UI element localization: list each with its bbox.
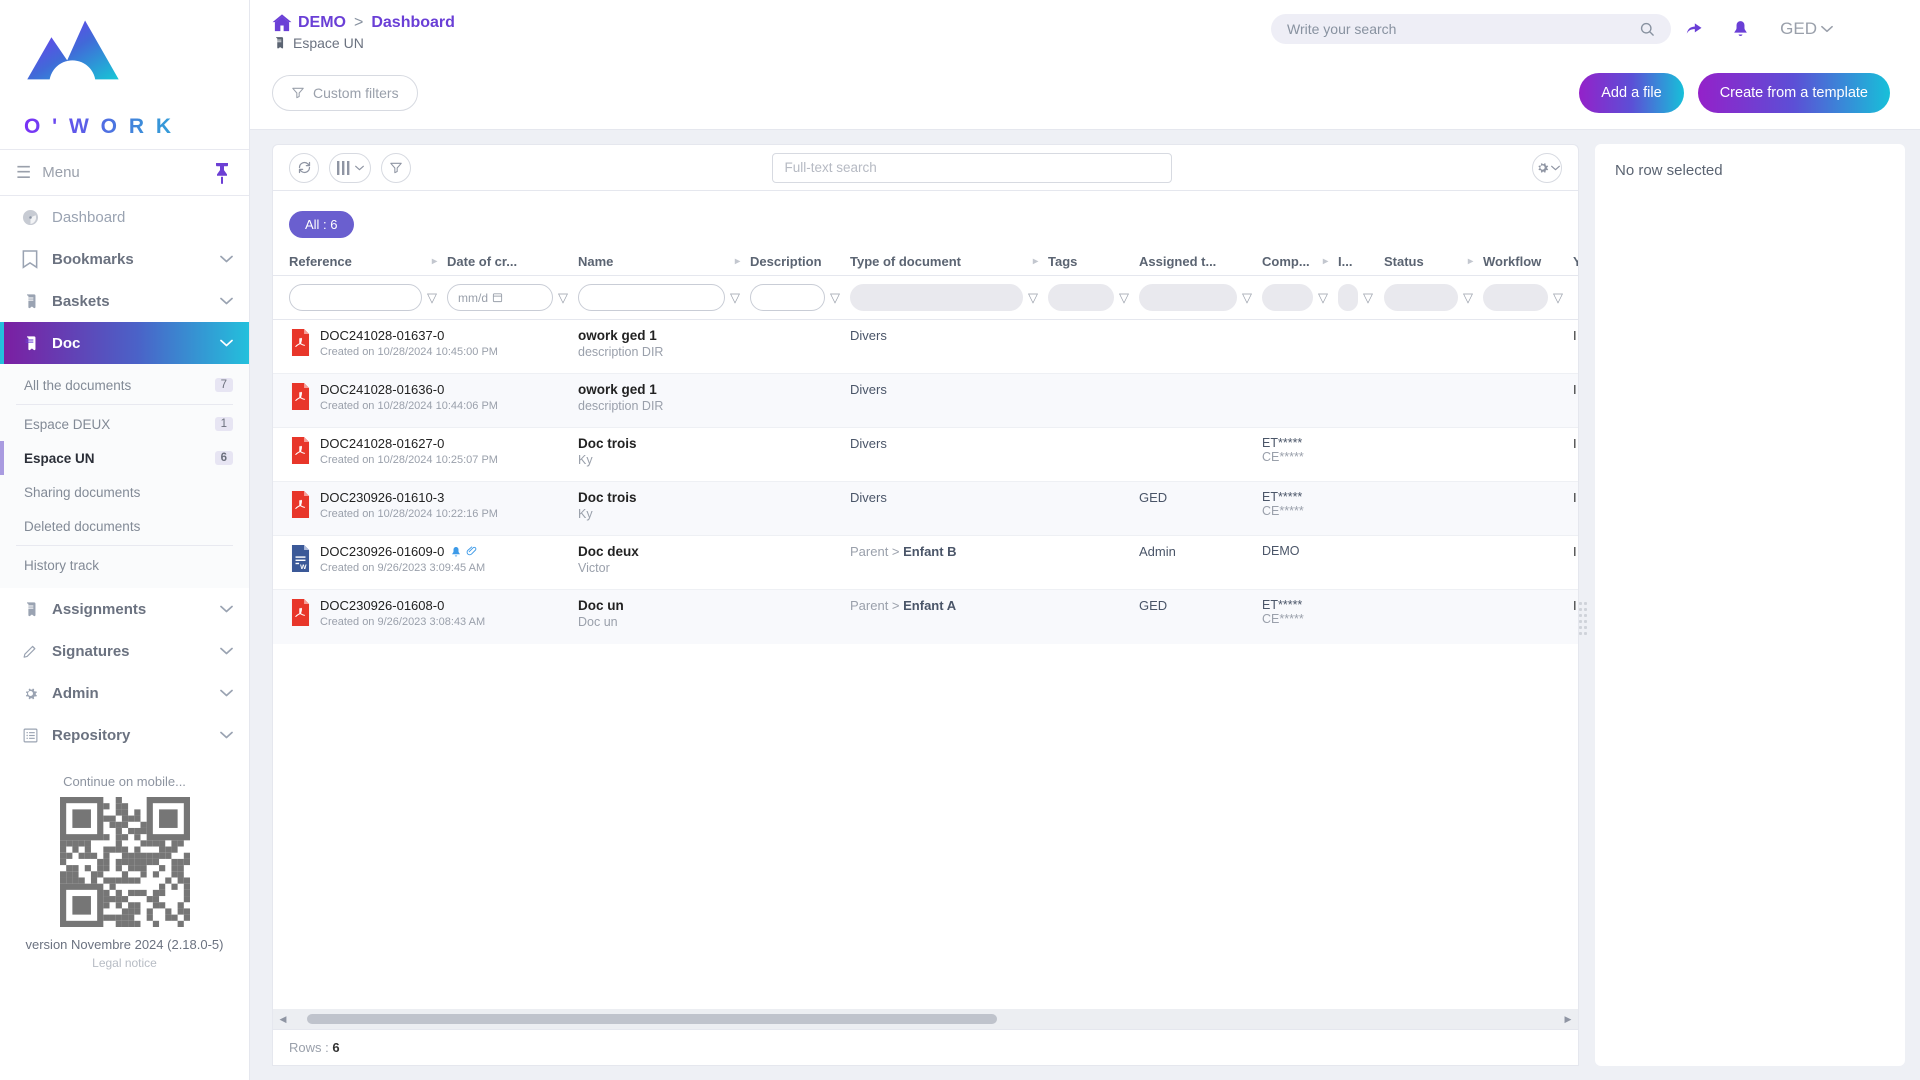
svg-text:W: W [300,564,307,571]
